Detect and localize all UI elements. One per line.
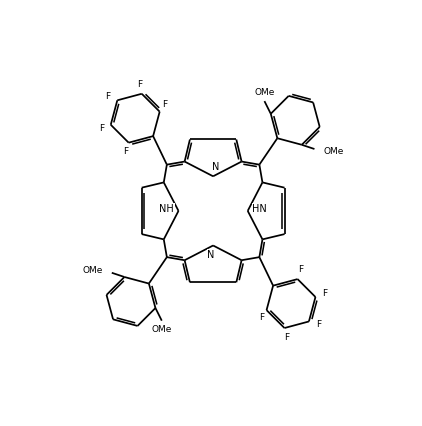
Text: F: F — [99, 124, 104, 132]
Text: F: F — [162, 100, 167, 109]
Text: F: F — [284, 333, 289, 342]
Text: OMe: OMe — [82, 266, 103, 275]
Text: N: N — [211, 162, 219, 172]
Text: F: F — [316, 320, 321, 329]
Text: F: F — [259, 313, 264, 322]
Text: F: F — [322, 289, 327, 298]
Text: NH: NH — [160, 204, 174, 214]
Text: F: F — [137, 80, 142, 89]
Text: OMe: OMe — [151, 325, 172, 334]
Text: N: N — [207, 250, 215, 260]
Text: F: F — [106, 92, 111, 101]
Text: OMe: OMe — [254, 88, 275, 97]
Text: HN: HN — [252, 204, 267, 214]
Text: OMe: OMe — [324, 147, 344, 155]
Text: F: F — [123, 147, 128, 156]
Text: F: F — [298, 265, 303, 274]
